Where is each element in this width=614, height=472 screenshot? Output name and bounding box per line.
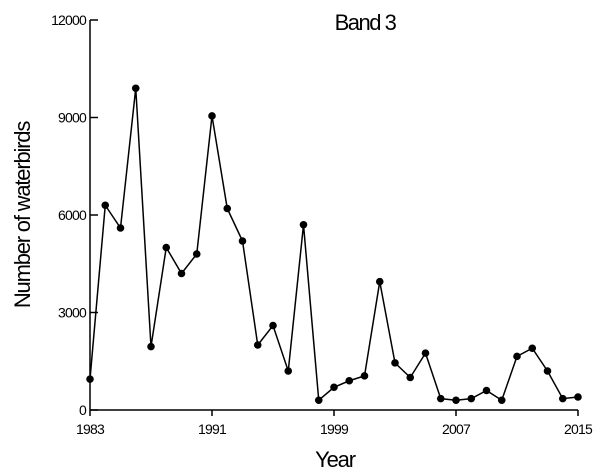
point xyxy=(131,84,140,93)
point xyxy=(330,383,338,392)
point xyxy=(269,321,277,330)
point xyxy=(528,344,537,353)
x-tick-label: 2015 xyxy=(564,421,593,437)
point xyxy=(360,372,369,380)
point xyxy=(208,112,216,120)
point xyxy=(177,269,186,278)
point xyxy=(314,396,323,405)
x-tick-label: 1991 xyxy=(198,421,227,437)
y-tick-label: 0 xyxy=(79,402,87,418)
point xyxy=(284,367,293,375)
point xyxy=(391,359,399,367)
y-tick-label: 6000 xyxy=(58,207,87,223)
x-axis-title: Year xyxy=(315,447,356,472)
point xyxy=(406,373,415,382)
point xyxy=(452,396,460,405)
point xyxy=(543,367,552,375)
point xyxy=(101,201,110,210)
point xyxy=(513,352,521,361)
point xyxy=(192,250,201,258)
y-tick-label: 3000 xyxy=(58,305,87,321)
x-tick-label: 2007 xyxy=(442,421,471,437)
series-line xyxy=(89,88,579,402)
point xyxy=(299,220,308,229)
y-tick-label: 9000 xyxy=(58,110,87,126)
y-axis-title: Number of waterbirds xyxy=(10,121,35,308)
point xyxy=(238,237,247,245)
y-tick-label: 12000 xyxy=(51,12,87,28)
point xyxy=(345,376,354,385)
x-tick-label: 1983 xyxy=(76,421,105,437)
point xyxy=(375,277,384,286)
point xyxy=(467,394,476,403)
point xyxy=(421,349,430,357)
x-tick-label: 1999 xyxy=(320,421,349,437)
point xyxy=(482,386,491,395)
point xyxy=(223,204,232,213)
point xyxy=(116,224,125,232)
point xyxy=(436,394,445,403)
point xyxy=(574,393,582,401)
point xyxy=(558,394,567,403)
point xyxy=(147,342,155,351)
point xyxy=(162,243,171,252)
point xyxy=(86,375,94,383)
chart-title: Band 3 xyxy=(335,10,397,35)
point xyxy=(253,341,262,349)
point xyxy=(497,396,506,405)
